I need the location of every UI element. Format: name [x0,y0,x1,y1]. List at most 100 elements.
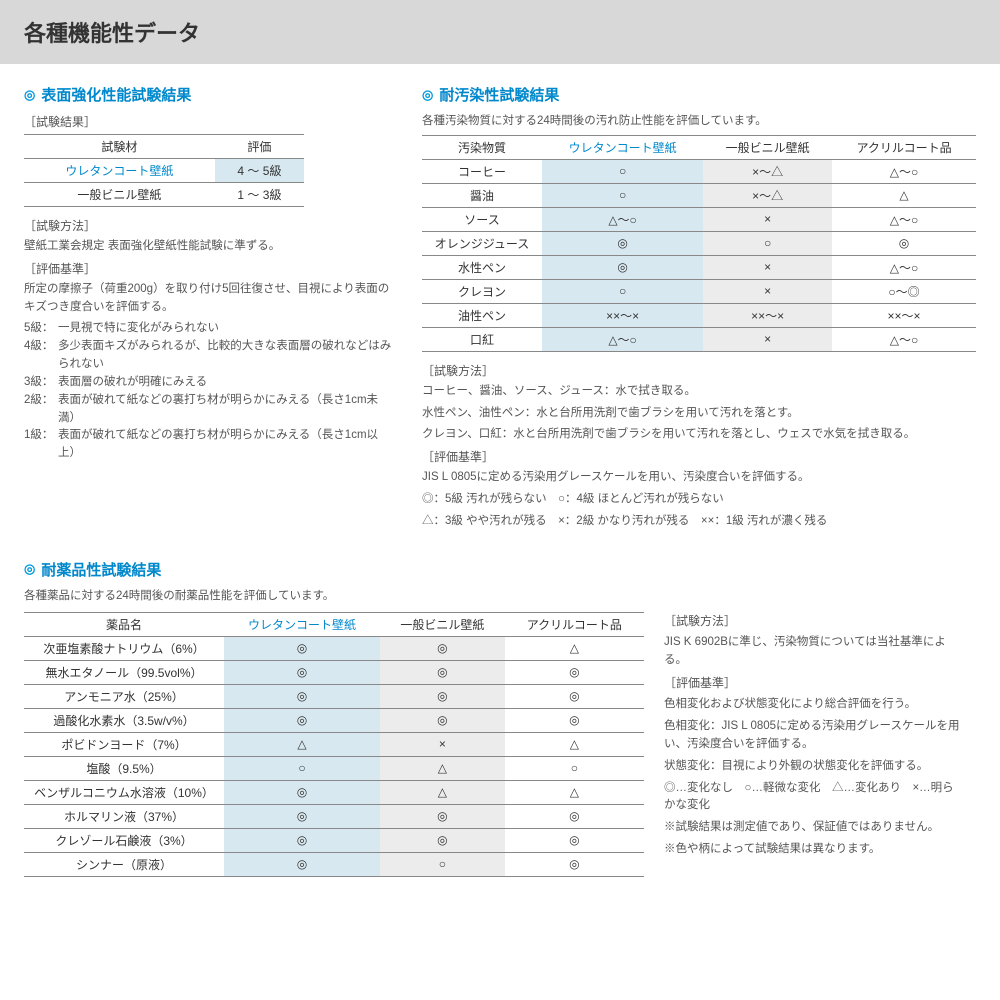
cell: × [380,732,505,756]
cell: △～○ [832,327,976,351]
cell: △ [832,183,976,207]
cell: ◎ [505,804,644,828]
cell: ○～◎ [832,279,976,303]
cell: ◎ [832,231,976,255]
cell: 1 ～ 3級 [215,183,304,207]
cell: △ [224,732,380,756]
cell: 一般ビニル壁紙 [24,183,215,207]
grade-text: 表面が破れて紙などの裏打ち材が明らかにみえる（長さ1cm以上） [58,427,394,463]
text: △：3級 やや汚れが残る ×：2級 かなり汚れが残る ××：1級 汚れが濃く残る [422,513,976,531]
th: 一般ビニル壁紙 [380,612,505,636]
cell: △～○ [832,207,976,231]
cell: ×～△ [703,183,832,207]
cell: ○ [542,159,703,183]
label-method: ［試験方法］ [664,612,964,631]
label-criteria: ［評価基準］ [422,448,976,465]
content: 表面強化性能試験結果 ［試験結果］ 試験材評価 ウレタンコート壁紙4 ～ 5級 … [0,64,1000,897]
cell: ◎ [505,660,644,684]
cell: △ [380,756,505,780]
page-title: 各種機能性データ [24,16,976,48]
cell: ◎ [380,684,505,708]
section-title: 耐汚染性試験結果 [422,84,976,105]
cell: 過酸化水素水（3.5w/v%） [24,708,224,732]
cell: ×～△ [703,159,832,183]
text: 所定の摩擦子（荷重200g）を取り付け5回往復させ、目視により表面のキズつき度合… [24,281,394,317]
table-chemical: 薬品名ウレタンコート壁紙一般ビニル壁紙アクリルコート品次亜塩素酸ナトリウム（6%… [24,612,644,877]
cell: △～○ [542,207,703,231]
cell: クレゾール石鹸液（3%） [24,828,224,852]
cell: ◎ [542,255,703,279]
cell: 口紅 [422,327,542,351]
cell: ○ [224,756,380,780]
grade-list: 5級：一見視で特に変化がみられない4級：多少表面キズがみられるが、比較的大きな表… [24,320,394,463]
cell: ◎ [224,828,380,852]
cell: ◎ [505,708,644,732]
cell: ホルマリン液（37%） [24,804,224,828]
th: ウレタンコート壁紙 [224,612,380,636]
cell: ○ [380,852,505,876]
th: 評価 [215,135,304,159]
cell: ベンザルコニウム水溶液（10%） [24,780,224,804]
cell: ◎ [224,708,380,732]
cell: △～○ [832,255,976,279]
cell: ◎ [505,852,644,876]
cell: ××～× [703,303,832,327]
text: 状態変化：目視により外観の状態変化を評価する。 [664,758,964,776]
cell: ○ [703,231,832,255]
cell: 無水エタノール（99.5vol%） [24,660,224,684]
grade-label: 4級： [24,338,58,374]
table-surface: 試験材評価 ウレタンコート壁紙4 ～ 5級 一般ビニル壁紙1 ～ 3級 [24,134,304,207]
cell: シンナー（原液） [24,852,224,876]
cell: × [703,279,832,303]
grade-text: 表面層の破れが明確にみえる [58,374,207,392]
cell: ○ [505,756,644,780]
cell: 塩酸（9.5%） [24,756,224,780]
label-criteria: ［評価基準］ [664,674,964,693]
cell: ○ [542,183,703,207]
cell: ◎ [380,660,505,684]
cell: ◎ [224,660,380,684]
text: 壁紙工業会規定 表面強化壁紙性能試験に準ずる。 [24,238,394,256]
th: 試験材 [24,135,215,159]
cell: × [703,327,832,351]
cell: ◎ [224,804,380,828]
cell: ××～× [542,303,703,327]
grade-label: 1級： [24,427,58,463]
grade-text: 表面が破れて紙などの裏打ち材が明らかにみえる（長さ1cm未満） [58,392,394,428]
cell: ソース [422,207,542,231]
cell: ◎ [505,828,644,852]
cell: ◎ [380,636,505,660]
section-stain: 耐汚染性試験結果 各種汚染物質に対する24時間後の汚れ防止性能を評価しています。… [422,84,976,535]
label-result: ［試験結果］ [24,113,394,130]
text: JIS L 0805に定める汚染用グレースケールを用い、汚染度合いを評価する。 [422,469,976,487]
section-chemical: 耐薬品性試験結果 各種薬品に対する24時間後の耐薬品性能を評価しています。 薬品… [24,559,976,877]
cell: △ [505,636,644,660]
grade-label: 2級： [24,392,58,428]
th: 薬品名 [24,612,224,636]
text: 各種薬品に対する24時間後の耐薬品性能を評価しています。 [24,588,976,606]
cell: ウレタンコート壁紙 [24,159,215,183]
text: ※試験結果は測定値であり、保証値ではありません。 [664,819,964,837]
cell: 水性ペン [422,255,542,279]
text: 色相変化：JIS L 0805に定める汚染用グレースケールを用い、汚染度合いを評… [664,718,964,754]
cell: アンモニア水（25%） [24,684,224,708]
cell: × [703,255,832,279]
text: 水性ペン、油性ペン：水と台所用洗剤で歯ブラシを用いて汚れを落とす。 [422,405,976,423]
text: JIS K 6902Bに準じ、汚染物質については当社基準による。 [664,634,964,670]
cell: △～○ [832,159,976,183]
cell: ◎ [224,780,380,804]
cell: ◎ [224,852,380,876]
grade-label: 5級： [24,320,58,338]
section-title: 耐薬品性試験結果 [24,559,976,580]
text: ※色や柄によって試験結果は異なります。 [664,841,964,859]
cell: ◎ [542,231,703,255]
text: ◎…変化なし ○…軽微な変化 △…変化あり ×…明らかな変化 [664,780,964,816]
text: ◎：5級 汚れが残らない ○：4級 ほとんど汚れが残らない [422,491,976,509]
cell: △ [505,732,644,756]
th: ウレタンコート壁紙 [542,135,703,159]
section-title: 表面強化性能試験結果 [24,84,394,105]
cell: ポビドンヨード（7%） [24,732,224,756]
grade-label: 3級： [24,374,58,392]
cell: 4 ～ 5級 [215,159,304,183]
notes: ［試験方法］ JIS K 6902Bに準じ、汚染物質については当社基準による。 … [664,612,964,877]
